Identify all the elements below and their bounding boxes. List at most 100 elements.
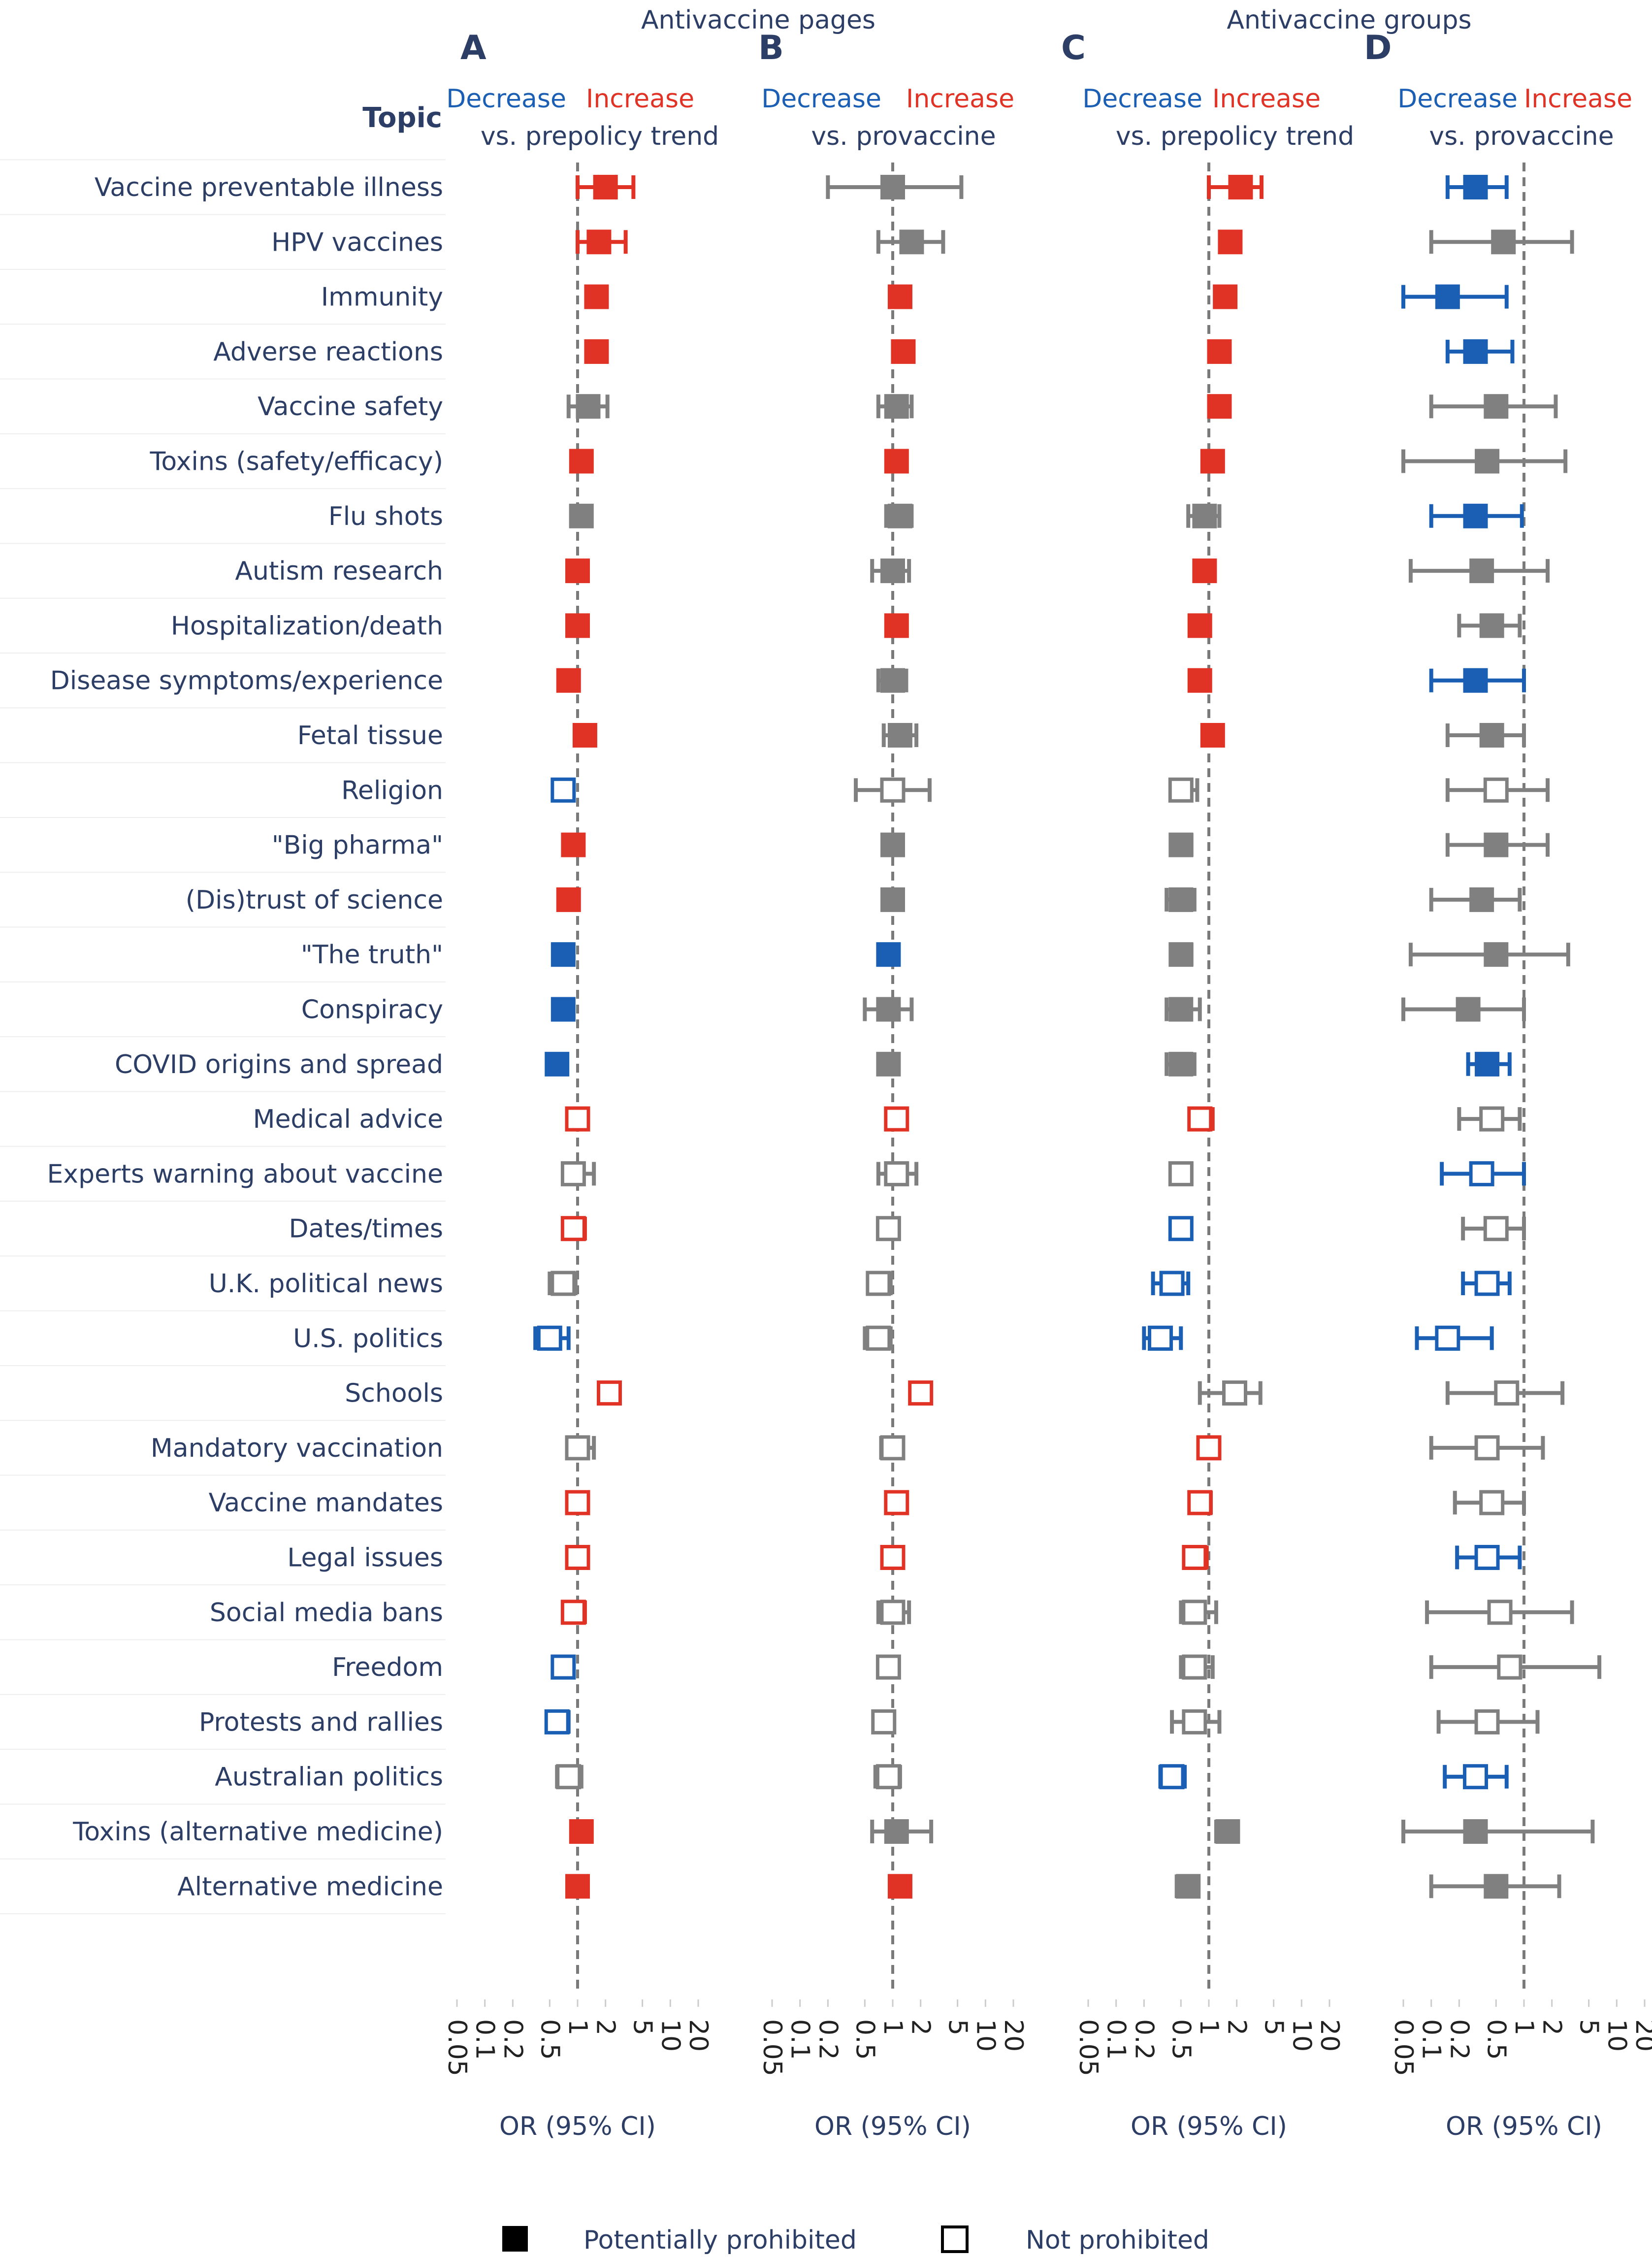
estimate-17 — [876, 1051, 901, 1077]
point-estimate — [1479, 613, 1504, 638]
estimate-7 — [884, 503, 914, 528]
point-estimate — [1463, 339, 1488, 364]
estimate-4 — [891, 339, 916, 364]
estimate-6 — [1200, 449, 1225, 474]
topic-label: Adverse reactions — [213, 337, 443, 367]
estimate-24 — [1429, 1435, 1545, 1461]
estimate-7 — [1429, 503, 1524, 528]
estimate-2 — [576, 229, 628, 255]
x-axis-title: OR (95% CI) — [814, 2112, 971, 2141]
point-estimate — [1187, 1106, 1213, 1132]
x-tick-label: 0.2 — [1129, 2019, 1159, 2060]
estimate-16 — [863, 997, 914, 1022]
estimate-29 — [1170, 1709, 1222, 1734]
point-estimate — [1182, 1545, 1207, 1570]
x-tick-label: 10 — [1287, 2019, 1316, 2052]
point-estimate — [545, 1051, 570, 1077]
point-estimate — [596, 1380, 622, 1406]
estimate-23 — [908, 1380, 934, 1406]
topic-label: Autism research — [235, 556, 443, 586]
x-tick-label: 0.1 — [1101, 2019, 1131, 2060]
point-estimate — [1479, 1490, 1505, 1515]
estimate-15 — [1408, 942, 1570, 967]
point-estimate — [871, 1709, 897, 1734]
x-tick-label: 0.2 — [498, 2019, 527, 2060]
topic-label: Fetal tissue — [297, 721, 443, 751]
point-estimate — [1176, 1874, 1201, 1899]
estimate-5 — [566, 394, 610, 419]
point-estimate — [1483, 1216, 1509, 1242]
topic-label: Social media bans — [210, 1598, 443, 1628]
panel-b-decrease-label: Decrease — [761, 84, 881, 114]
point-estimate — [1474, 1545, 1500, 1570]
point-estimate — [1213, 284, 1238, 309]
point-estimate — [1182, 1709, 1207, 1734]
point-estimate — [866, 1271, 891, 1296]
super-title-pages: Antivaccine pages — [641, 5, 875, 35]
estimate-18 — [884, 1106, 909, 1132]
x-tick-label: 0.5 — [1166, 2019, 1196, 2060]
panel-c-increase-label: Increase — [1212, 84, 1321, 114]
estimate-2 — [1429, 229, 1574, 255]
point-estimate — [1474, 1709, 1500, 1734]
panel-a-increase-label: Increase — [586, 84, 694, 114]
point-estimate — [1463, 668, 1488, 693]
x-tick-label: 0.1 — [470, 2019, 500, 2060]
point-estimate — [880, 1435, 906, 1461]
estimate-3 — [887, 284, 912, 309]
point-estimate — [875, 1764, 901, 1790]
point-estimate — [884, 1819, 909, 1844]
point-estimate — [1487, 1600, 1513, 1625]
legend-open-swatch — [941, 2225, 969, 2253]
point-estimate — [876, 997, 901, 1022]
estimate-2 — [1218, 229, 1243, 255]
point-estimate — [1196, 1435, 1222, 1461]
estimate-30 — [555, 1764, 583, 1790]
estimate-24 — [565, 1435, 596, 1461]
legend: Potentially prohibited Not prohibited — [502, 2225, 1209, 2255]
estimate-23 — [1198, 1380, 1263, 1406]
point-estimate — [1218, 229, 1243, 255]
point-estimate — [1168, 997, 1194, 1022]
point-estimate — [1463, 1819, 1488, 1844]
point-estimate — [1484, 832, 1509, 857]
estimate-16 — [1165, 997, 1202, 1022]
point-estimate — [908, 1380, 934, 1406]
estimate-11 — [881, 723, 919, 748]
estimate-28 — [1179, 1654, 1215, 1680]
estimate-6 — [1401, 449, 1568, 474]
legend-filled-label: Potentially prohibited — [583, 2225, 857, 2255]
estimate-27 — [1179, 1600, 1218, 1625]
estimate-7 — [569, 503, 594, 528]
point-estimate — [1168, 1216, 1194, 1242]
point-estimate — [1200, 723, 1225, 748]
point-estimate — [1200, 449, 1225, 474]
point-estimate — [565, 1874, 590, 1899]
estimate-8 — [565, 558, 590, 584]
point-estimate — [551, 1271, 576, 1296]
topic-label: Freedom — [332, 1653, 443, 1682]
point-estimate — [1494, 1380, 1520, 1406]
point-estimate — [565, 1490, 590, 1515]
point-estimate — [1215, 1819, 1240, 1844]
point-estimate — [569, 1819, 594, 1844]
super-title-groups: Antivaccine groups — [1227, 5, 1471, 35]
point-estimate — [1228, 175, 1253, 199]
estimate-32 — [1429, 1874, 1561, 1899]
estimate-32 — [1174, 1874, 1201, 1899]
estimate-22 — [1142, 1325, 1183, 1351]
estimate-11 — [1445, 723, 1526, 748]
estimate-3 — [1401, 284, 1509, 309]
panel-a-header: Decrease Increase vs. prepolicy trend — [446, 84, 719, 151]
x-tick-label: 1 — [1509, 2019, 1539, 2035]
point-estimate — [1207, 394, 1232, 419]
point-estimate — [1463, 175, 1488, 199]
point-estimate — [1474, 1271, 1500, 1296]
estimate-12 — [1445, 777, 1550, 803]
topic-label: Religion — [341, 776, 443, 805]
point-estimate — [866, 1325, 891, 1351]
x-tick-label: 0.5 — [850, 2019, 879, 2060]
